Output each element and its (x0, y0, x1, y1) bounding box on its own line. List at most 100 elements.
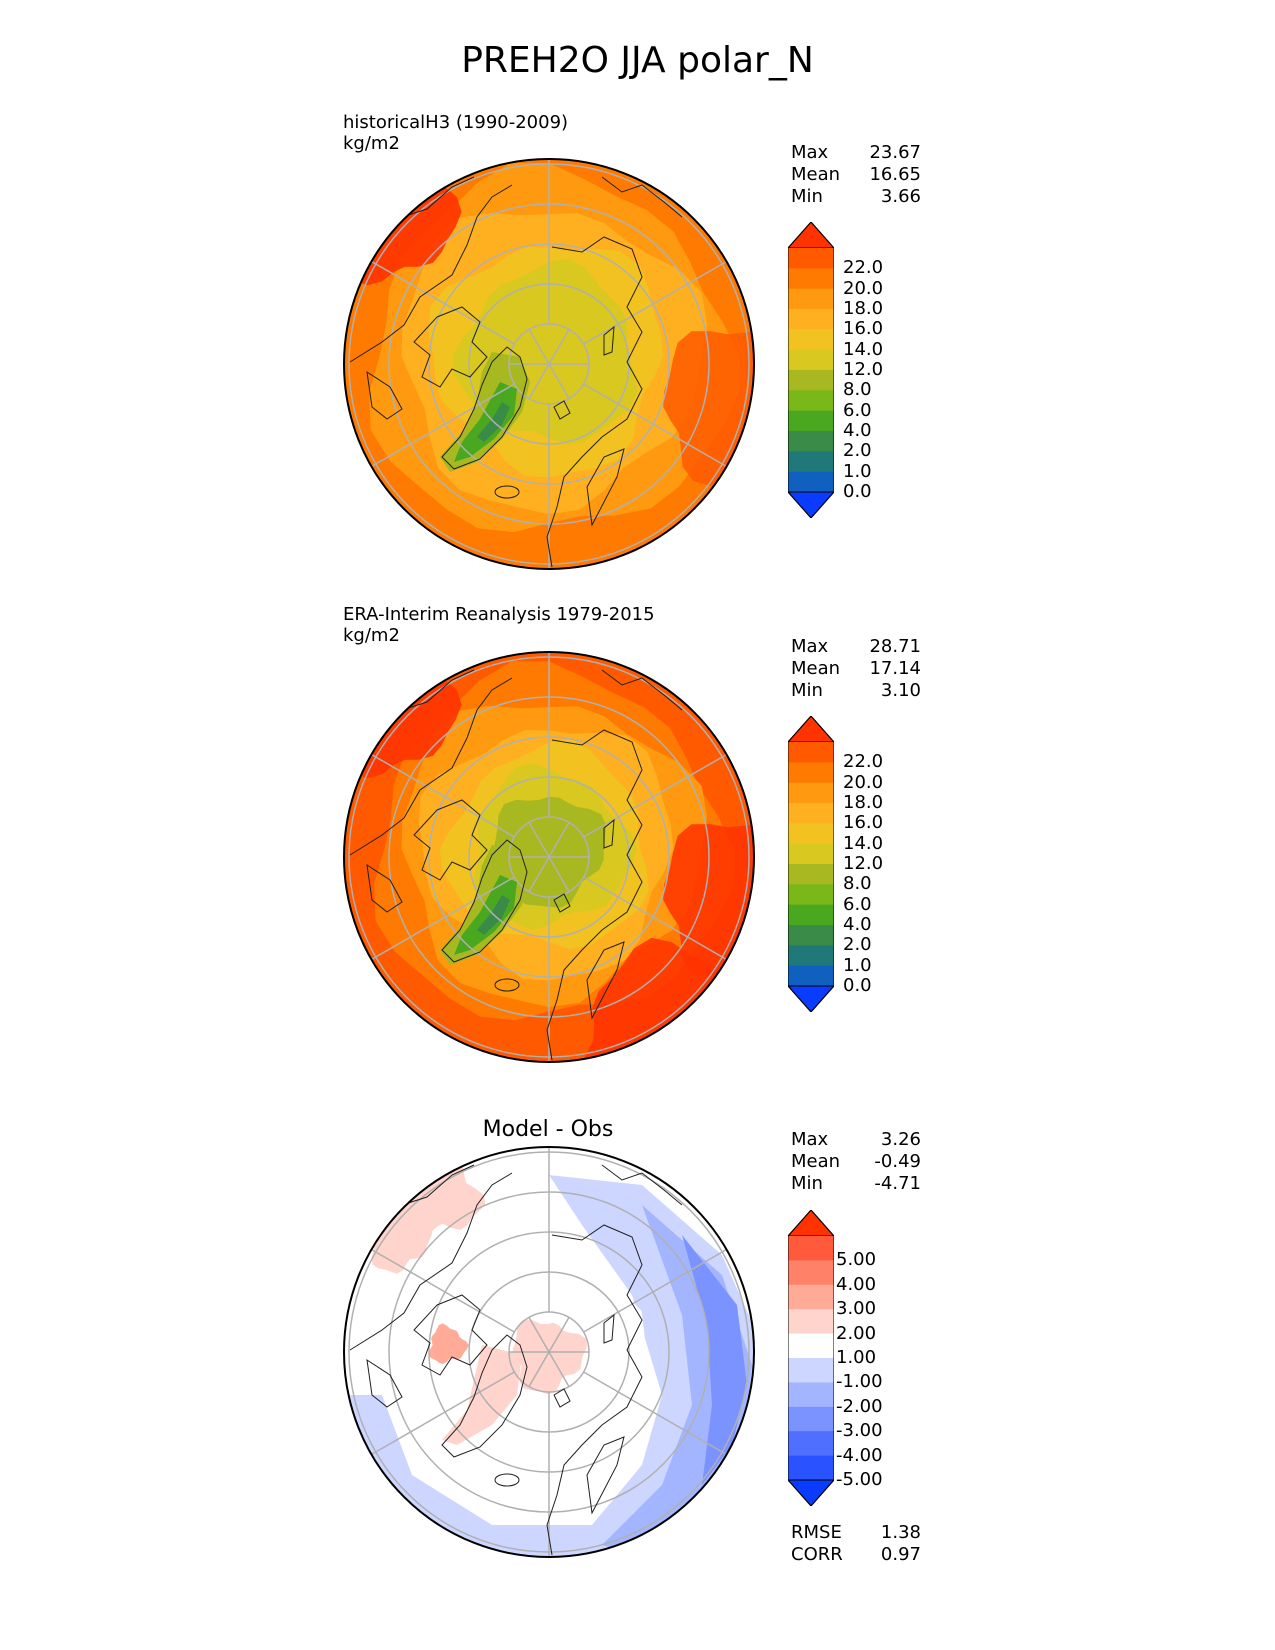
meridian-line (528, 1316, 550, 1353)
colorbar-tick-label: 20.0 (843, 771, 884, 793)
meridian-line (583, 753, 727, 838)
coastline-svalbard (553, 400, 571, 420)
colorbar-tick-label: 1.0 (843, 954, 872, 976)
meridian-line (528, 363, 550, 400)
meridian-line (528, 856, 550, 893)
coastline-scandinavia (586, 941, 625, 1020)
colorbar-segment (788, 925, 834, 946)
metric-row-corr: CORR 0.97 (791, 1544, 921, 1565)
colorbar-segment (788, 329, 834, 351)
model-colorbar (788, 222, 834, 518)
colorbar-segment (788, 1236, 834, 1261)
meridian-line (583, 876, 727, 961)
field-contour (454, 382, 517, 462)
map-field (344, 652, 754, 1062)
meridian-line (528, 821, 550, 858)
coastline-chukotka (601, 176, 683, 218)
model-polar-map (343, 158, 755, 570)
colorbar-tick-label: 0.0 (843, 975, 872, 996)
colorbar-segment (788, 1455, 834, 1481)
colorbar-segment (788, 451, 834, 473)
meridian-line (371, 260, 515, 345)
meridian-line (528, 328, 550, 365)
meridian-line (371, 753, 515, 838)
obs-stats: Max 28.71 Mean 17.14 Min 3.10 (791, 636, 921, 702)
diff-colorbar (788, 1210, 834, 1506)
colorbar-segment (788, 288, 834, 310)
colorbar-tick-label: 1.00 (836, 1347, 877, 1368)
meridian-line (528, 1351, 550, 1388)
colorbar-segment (788, 431, 834, 452)
map-boundary (343, 651, 755, 1063)
colorbar-tick-label: 18.0 (843, 298, 884, 319)
meridian-line (548, 363, 570, 400)
colorbar-segment (788, 1431, 834, 1457)
model-stats: Max 23.67 Mean 16.65 Min 3.66 (791, 142, 921, 208)
field-contour (344, 1175, 754, 1557)
meridian-line (371, 1248, 515, 1333)
colorbar-segment (788, 309, 834, 330)
coastline-greenland (441, 346, 528, 470)
coastline-north-america (349, 1172, 513, 1351)
coastline-alaska (401, 176, 475, 218)
colorbar-segment (788, 1406, 834, 1432)
map-boundary (343, 158, 755, 570)
stat-row-min: Min -4.71 (791, 1173, 921, 1194)
coastline-arctic-archipelago (413, 1294, 488, 1376)
model-panel-title: historicalH3 (1990-2009) kg/m2 (343, 112, 568, 154)
meridian-line (548, 1351, 570, 1388)
colorbar-segment (788, 1382, 834, 1408)
coastline-chukotka (601, 1164, 683, 1206)
colorbar-tick-label: 6.0 (843, 399, 872, 421)
obs-colorbar (788, 716, 834, 1012)
colorbar-tick-label: 0.0 (843, 481, 872, 502)
field-contour (428, 1323, 469, 1364)
colorbar-segment (788, 1333, 834, 1359)
coastline-eurasia (546, 236, 643, 568)
coastline-north-america (349, 184, 513, 363)
colorbar-tick-label: 4.00 (836, 1273, 877, 1295)
coastline-novaya-zemlya (603, 1313, 615, 1344)
coastline-chukotka (601, 669, 683, 711)
meridian-line (583, 1371, 727, 1456)
colorbar-extend-min (788, 491, 834, 518)
coastline-alaska (401, 1164, 475, 1206)
colorbar-tick-label: -2.00 (836, 1395, 883, 1417)
colorbar-extend-max (788, 716, 834, 743)
metric-row-rmse: RMSE 1.38 (791, 1522, 921, 1543)
colorbar-extend-max (788, 222, 834, 249)
colorbar-tick-label: 22.0 (843, 751, 884, 773)
colorbar-extend-max (788, 1210, 834, 1237)
diff-polar-map (343, 1146, 755, 1558)
coastline-hudson-bay (366, 370, 403, 420)
meridian-line (548, 1316, 570, 1353)
colorbar-tick-label: -5.00 (836, 1469, 883, 1490)
stat-row-max: Max 3.26 (791, 1129, 921, 1150)
map-boundary (343, 1146, 755, 1558)
diff-panel-title: Model - Obs (482, 1117, 614, 1142)
meridian-line (583, 1248, 727, 1333)
meridian-line (548, 856, 570, 893)
colorbar-tick-label: 2.0 (843, 934, 872, 956)
colorbar-tick-label: 8.0 (843, 379, 872, 401)
coastline-svalbard (553, 893, 571, 913)
colorbar-tick-label: 4.0 (843, 914, 872, 935)
meridian-line (583, 383, 727, 468)
coastline-hudson-bay (366, 1358, 403, 1408)
colorbar-tick-label: 16.0 (843, 812, 884, 834)
meridian-line (583, 260, 727, 345)
colorbar-tick-label: 12.0 (843, 853, 884, 874)
colorbar-segment (788, 370, 834, 391)
colorbar-segment (788, 803, 834, 824)
coastline-greenland (441, 839, 528, 963)
colorbar-tick-label: 2.00 (836, 1322, 877, 1344)
colorbar-segment (788, 843, 834, 865)
colorbar-segment (788, 884, 834, 906)
colorbar-segment (788, 904, 834, 926)
coastline-greenland (441, 1334, 528, 1458)
colorbar-segment (788, 945, 834, 967)
coastline-scandinavia (586, 1436, 625, 1515)
coastline-eurasia (546, 729, 643, 1061)
colorbar-tick-label: 2.0 (843, 440, 872, 462)
colorbar-tick-label: 1.0 (843, 460, 872, 482)
